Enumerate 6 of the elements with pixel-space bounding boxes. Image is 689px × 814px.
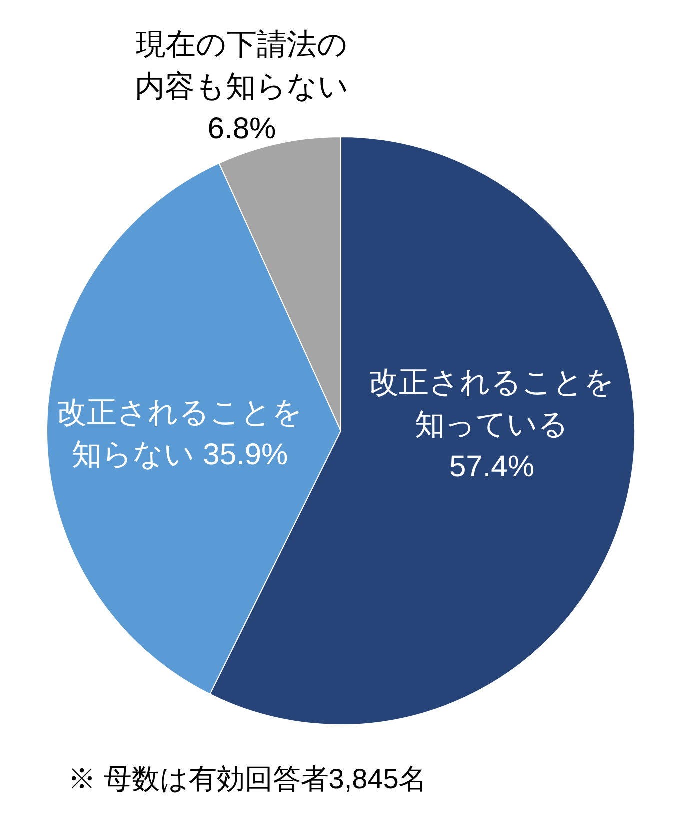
slice-label: 現在の下請法の内容も知らない [135,28,349,104]
slice-label: 改正されることを知っている [369,366,615,442]
slice-label: 改正されることを知らない 35.9% [57,396,303,472]
data-label: 57.4% [449,450,535,484]
text: ※ 母数は有効回答者3,845名 [68,764,427,794]
data-label: 6.8% [208,112,276,146]
